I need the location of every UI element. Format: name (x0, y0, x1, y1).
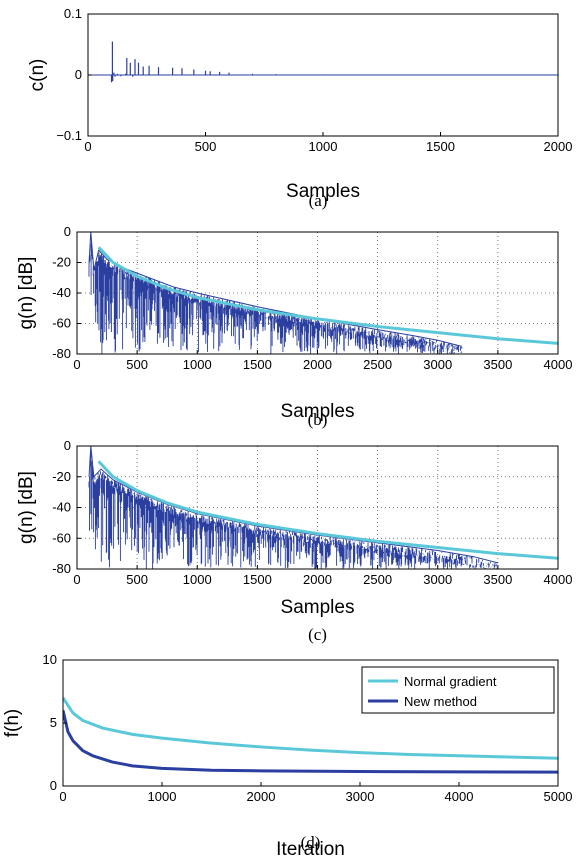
x-tick-label: 3500 (483, 357, 512, 372)
series-spikes-a (110, 41, 465, 83)
panel-caption: (d) (301, 833, 321, 852)
y-axis-label: g(n) [dB] (16, 471, 37, 544)
legend-label: New method (404, 694, 477, 709)
x-tick-label: 0 (73, 357, 80, 372)
y-tick-label: 0 (75, 67, 82, 82)
series-line-light (97, 460, 558, 560)
x-axis-label: Samples (281, 597, 355, 618)
x-tick-label: 3000 (423, 572, 452, 587)
panel-d: 0 1000 2000 3000 4000 5000 10 5 0 Iteration f(h) (d… (2, 652, 572, 856)
panel-c: 0 500 1000 1500 2000 2500 3000 3500 4000 0 -20 -40 -… (16, 438, 572, 644)
x-tick-label: 0 (84, 139, 91, 154)
y-tick-label: -80 (52, 561, 71, 576)
y-axis-label: f(h) (2, 709, 23, 738)
y-axis-label: g(n) [dB] (16, 257, 37, 330)
legend-label: Normal gradient (404, 674, 497, 689)
y-tick-label: −0.1 (56, 128, 82, 143)
x-tick-label: 3000 (423, 357, 452, 372)
series-line-normal-gradient (63, 696, 558, 760)
legend: Normal gradient New method (361, 666, 555, 714)
x-axis-label: Samples (286, 181, 360, 202)
x-tick-label: 4000 (544, 357, 573, 372)
x-tick-label: 3500 (483, 572, 512, 587)
x-axis-label: Samples (281, 401, 355, 422)
series-line-light (97, 246, 558, 345)
y-tick-label: -40 (52, 500, 71, 515)
panel-caption: (b) (308, 410, 328, 429)
x-tick-label: 0 (59, 789, 66, 804)
x-tick-label: 500 (195, 139, 217, 154)
x-tick-label: 1000 (183, 572, 212, 587)
y-tick-label: 10 (43, 652, 57, 667)
x-tick-label: 2500 (363, 357, 392, 372)
y-tick-label: 5 (50, 715, 57, 730)
panel-caption: (c) (308, 625, 327, 644)
series-noise-c (88, 450, 498, 569)
y-tick-label: 0 (64, 438, 71, 453)
x-tick-label: 5000 (544, 789, 573, 804)
series-envelope-b (88, 232, 462, 347)
x-tick-label: 2000 (247, 789, 276, 804)
x-tick-label: 1500 (426, 139, 455, 154)
y-tick-label: -20 (52, 255, 71, 270)
series-noise-b (88, 234, 463, 354)
x-tick-label: 3000 (346, 789, 375, 804)
y-tick-label: -40 (52, 285, 71, 300)
plot-area-c (88, 446, 558, 569)
legend-box (361, 666, 555, 714)
x-tick-label: 2000 (303, 357, 332, 372)
x-tick-label: 2000 (544, 139, 573, 154)
y-tick-label: -80 (52, 346, 71, 361)
x-tick-label: 2000 (303, 572, 332, 587)
x-tick-label: 4000 (544, 572, 573, 587)
x-tick-label: 0 (73, 572, 80, 587)
y-tick-label: 0 (50, 778, 57, 793)
plot-area-d (63, 696, 558, 774)
y-tick-label: 0 (64, 224, 71, 239)
y-axis-label: c(n) (27, 59, 48, 92)
series-line-new-method (63, 710, 558, 774)
panel-caption: (a) (309, 191, 328, 210)
x-axis-label: Iteration (276, 839, 345, 856)
x-tick-label: 4000 (445, 789, 474, 804)
y-tick-label: -20 (52, 469, 71, 484)
plot-area-b (88, 232, 558, 354)
y-tick-label: 0.1 (64, 6, 82, 21)
x-tick-label: 1000 (309, 139, 338, 154)
plot-area-a (88, 41, 558, 83)
x-tick-label: 500 (126, 357, 148, 372)
y-tick-label: -60 (52, 316, 71, 331)
x-tick-label: 1000 (183, 357, 212, 372)
x-tick-label: 1500 (243, 572, 272, 587)
x-tick-label: 500 (126, 572, 148, 587)
x-tick-label: 1500 (243, 357, 272, 372)
x-tick-label: 2500 (363, 572, 392, 587)
x-tick-label: 1000 (148, 789, 177, 804)
y-tick-label: -60 (52, 530, 71, 545)
panel-b: 0 500 1000 1500 2000 2500 3000 3500 4000 0 -20 -40 -… (16, 224, 572, 429)
